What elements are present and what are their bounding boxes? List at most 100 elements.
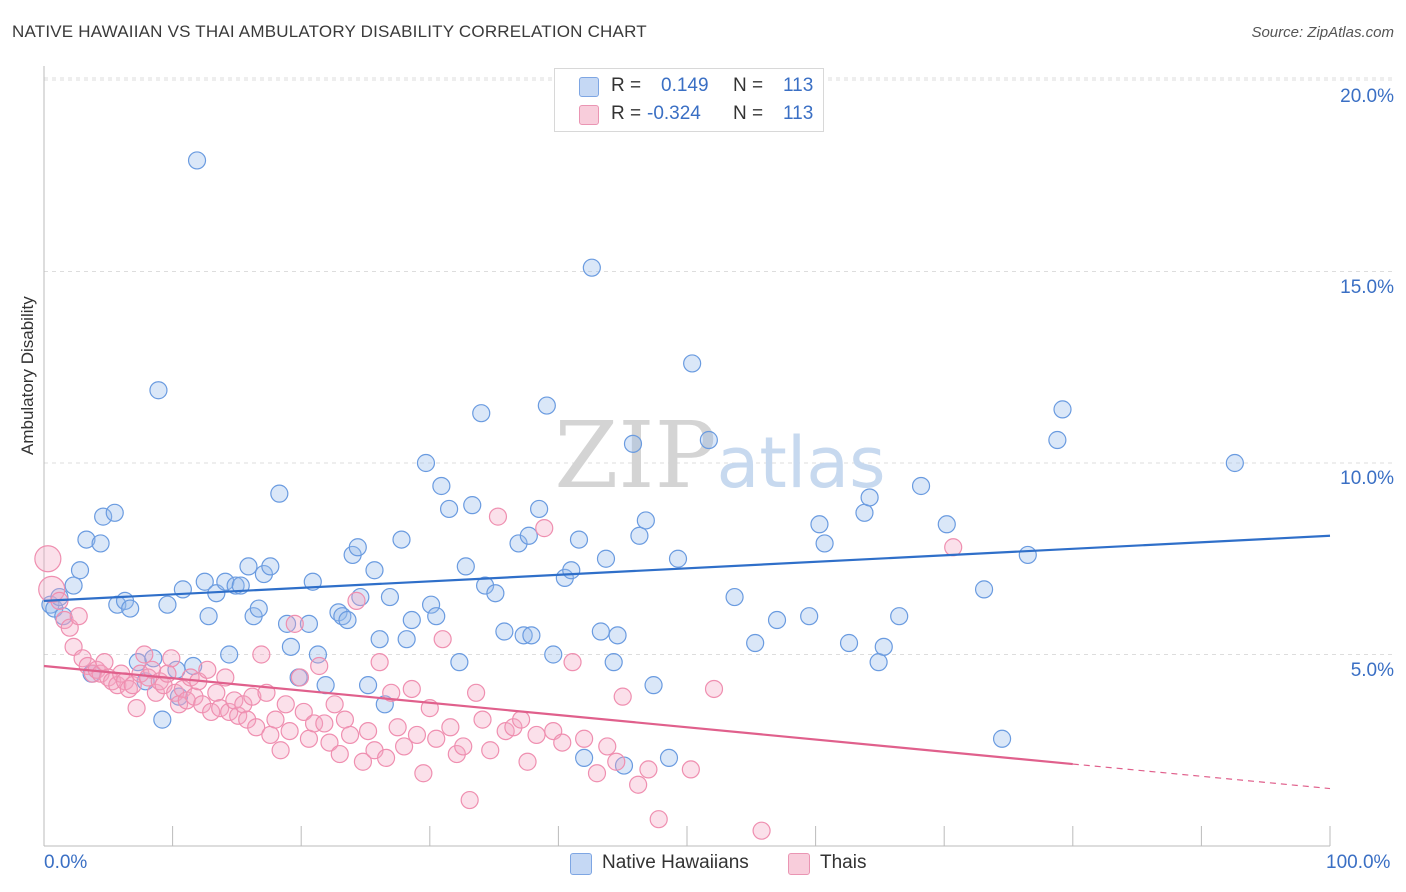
thai-point [247,718,266,737]
thai-point [441,718,460,737]
native-hawaiian-point [1018,545,1037,565]
thai-point [944,538,963,557]
native-hawaiian-point [270,484,289,503]
thai-point [563,653,582,672]
y-tick-label: 10.0% [1340,468,1394,489]
native-hawaiian-point [261,557,280,576]
native-hawaiian-point [370,630,389,649]
watermark: ZIPatlas [554,402,885,509]
thai-point [266,710,285,729]
thai-point [587,764,607,783]
thai-point [488,507,508,526]
thai-point [162,649,181,668]
thai-point [38,575,66,603]
thai-point [294,702,313,722]
thai-point [158,664,177,683]
native-hawaiian-point [860,488,879,507]
native-hawaiian-point [668,549,688,568]
native-hawaiian-point [199,607,218,626]
thai-point [454,737,473,756]
thai-point [330,744,349,764]
legend-n-value: 113 [783,75,814,96]
legend-series-name: Thais [820,852,867,873]
native-hawaiian-point [530,499,549,519]
native-hawaiian-point [187,151,207,170]
x-tick-label-min: 0.0% [44,852,88,873]
native-hawaiian-point [94,507,113,526]
native-hawaiian-point [874,637,893,656]
thai-point [427,729,446,748]
native-hawaiian-point [869,653,888,672]
thai-point [252,645,271,664]
native-hawaiian-point [519,526,538,545]
native-hawaiian-point [683,354,702,373]
native-hawaiian-point [432,476,451,496]
native-hawaiian-point [281,637,301,656]
y-tick-label: 20.0% [1340,86,1394,107]
native-hawaiian-point [456,557,475,576]
thai-point [185,687,204,706]
thai-point [504,718,523,737]
native-hawaiian-point [974,580,994,599]
native-hawaiian-point [348,538,367,557]
native-hawaiian-point [365,561,384,580]
y-tick-label: 5.0% [1350,660,1394,681]
legend-r-value: 0.149 [661,75,709,96]
legend-swatch-pink [579,105,599,125]
native-hawaiian-point [495,622,514,641]
native-hawaiian-point [725,587,744,607]
native-hawaiian-point [1225,453,1244,473]
thai-trend-line [43,664,1073,766]
native-hawaiian-point [636,511,655,530]
thai-point [382,683,401,702]
native-hawaiian-point [220,645,239,664]
thai-point [535,519,554,538]
native-hawaiian-point [463,496,482,515]
thai-points [34,507,963,840]
native-hawaiian-point [105,503,124,522]
native-hawaiian-point [644,676,663,695]
legend-series-name: Native Hawaiians [602,852,749,873]
native-hawaiian-point [380,587,400,607]
native-hawaiian-points [41,151,1244,775]
thai-point [681,760,700,779]
native-hawaiian-point [427,607,446,626]
native-hawaiian-point [699,430,718,450]
axes [43,66,1331,847]
native-hawaiian-point [815,534,834,553]
native-hawaiian-point [153,710,172,729]
thai-point [325,695,344,714]
native-hawaiian-point [121,599,140,618]
thai-point [290,668,310,687]
native-hawaiian-point [421,595,441,614]
thai-point [466,683,486,702]
legend-swatch-blue [570,853,592,875]
thai-point [433,630,452,649]
native-hawaiian-point [522,626,541,645]
native-hawaiian-point [316,676,335,695]
native-hawaiian-point [402,610,421,630]
native-hawaiian-point [77,530,96,549]
x-tick-label-max: 100.0% [1326,852,1391,873]
native-hawaiian-point [800,607,819,626]
legend-n-label: N = [733,75,764,96]
thai-point [95,653,114,672]
native-hawaiian-trend-line [43,534,1331,602]
native-hawaiian-point [475,576,495,595]
thai-point [127,699,146,718]
thai-point [229,706,248,725]
thai-point [752,821,771,840]
thai-point [527,725,546,745]
thai-point [639,760,658,779]
native-hawaiian-point [277,614,297,633]
native-hawaiian-point [64,576,83,595]
thai-point [347,591,366,610]
thai-point [376,748,396,768]
chart-source: Source: ZipAtlas.com [1251,24,1394,41]
thai-point [135,645,154,664]
native-hawaiian-point [839,633,859,653]
thai-point [69,607,88,626]
thai-point [261,725,280,745]
thai-point [271,741,290,760]
